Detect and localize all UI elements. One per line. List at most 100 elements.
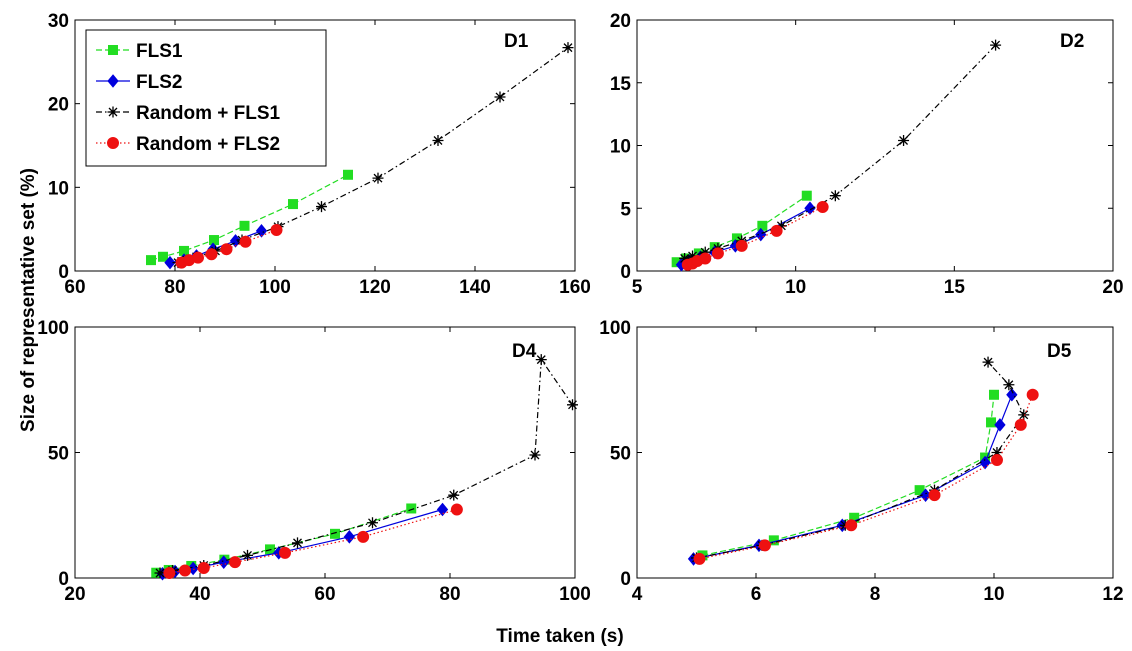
y-axis-label: Size of representative set (%) [18, 168, 39, 432]
data-point [158, 251, 168, 262]
series-random-fls2 [693, 388, 1039, 565]
data-point [845, 519, 858, 532]
data-point [1006, 387, 1018, 402]
panel-title: D1 [504, 31, 529, 52]
data-point [239, 235, 252, 248]
data-point [406, 503, 417, 514]
data-point [450, 503, 463, 516]
x-tick-label: 8 [870, 584, 881, 605]
data-point [239, 220, 250, 231]
data-point [699, 246, 711, 258]
y-tick-label: 50 [610, 444, 631, 465]
x-tick-label: 15 [944, 277, 966, 298]
data-point [758, 539, 771, 552]
x-tick-label: 60 [314, 584, 335, 605]
data-point [567, 399, 578, 411]
data-point [292, 537, 303, 549]
data-point [448, 489, 460, 501]
data-point [986, 417, 997, 428]
data-point [535, 354, 547, 366]
data-point [816, 200, 829, 213]
data-point [1003, 379, 1015, 391]
data-point [994, 418, 1006, 432]
panel-title: D4 [512, 341, 537, 362]
data-point [279, 546, 291, 559]
y-tick-label: 10 [610, 137, 631, 158]
data-point [154, 567, 166, 579]
panel-d4: 20 40 60 80 100 0 50 100 D4 [37, 318, 591, 605]
x-tick-label: 10 [983, 584, 1004, 605]
axes-box [636, 326, 1114, 579]
data-point [1014, 418, 1027, 431]
data-point [242, 549, 253, 561]
data-point [179, 564, 191, 577]
data-point [757, 220, 768, 231]
data-point [270, 224, 283, 237]
x-tick-label: 80 [439, 584, 460, 605]
legend-entry: Random + FLS1 [96, 103, 281, 124]
panel-title: D5 [1047, 341, 1072, 362]
data-point [775, 220, 787, 232]
data-point [829, 190, 841, 202]
x-tick-label: 5 [632, 277, 643, 298]
series-line [696, 361, 1025, 559]
y-tick-label: 0 [620, 262, 631, 283]
axes-box [636, 19, 1114, 272]
x-tick-label: 100 [559, 584, 591, 605]
legend: FLS1 FLS2 Random + FLS1 Random + FLS2 [85, 29, 327, 167]
data-point [687, 250, 699, 262]
legend-box [85, 29, 327, 167]
panel-title: D2 [1060, 31, 1084, 52]
x-tick-label: 6 [751, 584, 762, 605]
data-point [711, 247, 724, 260]
legend-marker [107, 106, 119, 118]
legend-marker [107, 74, 119, 88]
series-line [687, 206, 823, 266]
data-point [330, 528, 340, 539]
data-point [288, 199, 298, 210]
legend-entry: FLS2 [96, 72, 182, 93]
y-tick-label: 20 [48, 95, 69, 116]
y-tick-label: 50 [48, 444, 69, 465]
data-point [990, 454, 1003, 467]
x-tick-label: 40 [189, 584, 210, 605]
data-point [163, 566, 176, 579]
y-tick-label: 30 [48, 11, 69, 32]
data-point [679, 252, 691, 264]
x-tick-label: 4 [632, 584, 643, 605]
y-tick-label: 0 [58, 569, 69, 590]
data-point [562, 42, 574, 54]
legend-entry: Random + FLS2 [96, 134, 280, 155]
data-point [367, 517, 378, 529]
x-tick-label: 60 [64, 277, 85, 298]
legend-marker [108, 45, 118, 55]
panel-d1: 60 80 100 120 140 160 0 10 20 30 D1 FLS1 FLS2 Random … [48, 11, 591, 298]
data-point [436, 502, 449, 517]
axes-box [74, 326, 576, 579]
y-tick-label: 20 [610, 11, 631, 32]
legend-label: FLS1 [136, 41, 183, 62]
legend-label: Random + FLS2 [136, 134, 280, 155]
x-tick-label: 20 [64, 584, 85, 605]
x-tick-label: 10 [785, 277, 806, 298]
x-tick-label: 20 [1102, 277, 1123, 298]
data-point [529, 449, 541, 461]
data-point [432, 134, 444, 146]
data-point [693, 552, 706, 565]
data-point [229, 556, 241, 569]
data-point [928, 489, 941, 502]
x-tick-label: 80 [164, 277, 185, 298]
legend-marker [107, 137, 119, 149]
x-tick-label: 120 [359, 277, 391, 298]
data-point [735, 239, 748, 252]
data-point [990, 39, 1002, 51]
data-point [989, 389, 999, 400]
x-tick-label: 12 [1102, 584, 1123, 605]
data-point [192, 251, 204, 264]
data-point [699, 252, 712, 265]
data-point [220, 243, 233, 256]
legend-entry: FLS1 [96, 41, 183, 62]
series-fls1 [146, 169, 353, 266]
